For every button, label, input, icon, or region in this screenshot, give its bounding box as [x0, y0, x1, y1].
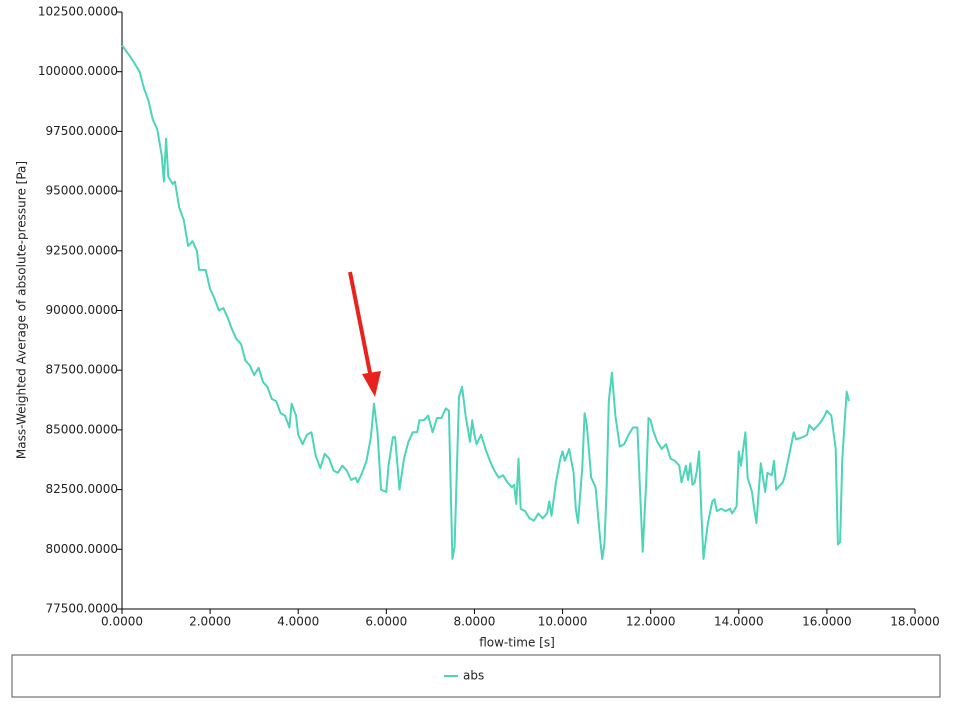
x-tick-label: 8.0000 [453, 615, 495, 629]
y-tick-label: 77500.0000 [45, 602, 118, 616]
x-tick-label: 14.0000 [714, 615, 764, 629]
y-tick-label: 97500.0000 [45, 124, 118, 138]
annotation-arrow [348, 271, 381, 397]
y-tick-label: 100000.0000 [38, 64, 118, 78]
y-axis-label: Mass-Weighted Average of absolute-pressu… [15, 161, 29, 459]
x-tick-label: 4.0000 [277, 615, 319, 629]
x-axis-label: flow-time [s] [479, 636, 555, 650]
y-tick-label: 102500.0000 [38, 5, 118, 19]
y-tick-label: 80000.0000 [45, 542, 118, 556]
x-tick-label: 0.0000 [101, 615, 143, 629]
y-tick-label: 87500.0000 [45, 363, 118, 377]
y-tick-label: 90000.0000 [45, 303, 118, 317]
x-tick-label: 2.0000 [189, 615, 231, 629]
x-tick-label: 18.0000 [890, 615, 940, 629]
x-tick-label: 10.0000 [538, 615, 588, 629]
data-line [121, 44, 850, 560]
y-tick-label: 85000.0000 [45, 422, 118, 436]
legend-box [11, 654, 941, 698]
x-tick-label: 6.0000 [365, 615, 407, 629]
x-tick-label: 16.0000 [802, 615, 852, 629]
legend-label: abs [463, 669, 484, 683]
y-tick-label: 82500.0000 [45, 482, 118, 496]
y-tick-label: 95000.0000 [45, 184, 118, 198]
x-tick-label: 12.0000 [626, 615, 676, 629]
y-tick-label: 92500.0000 [45, 243, 118, 257]
